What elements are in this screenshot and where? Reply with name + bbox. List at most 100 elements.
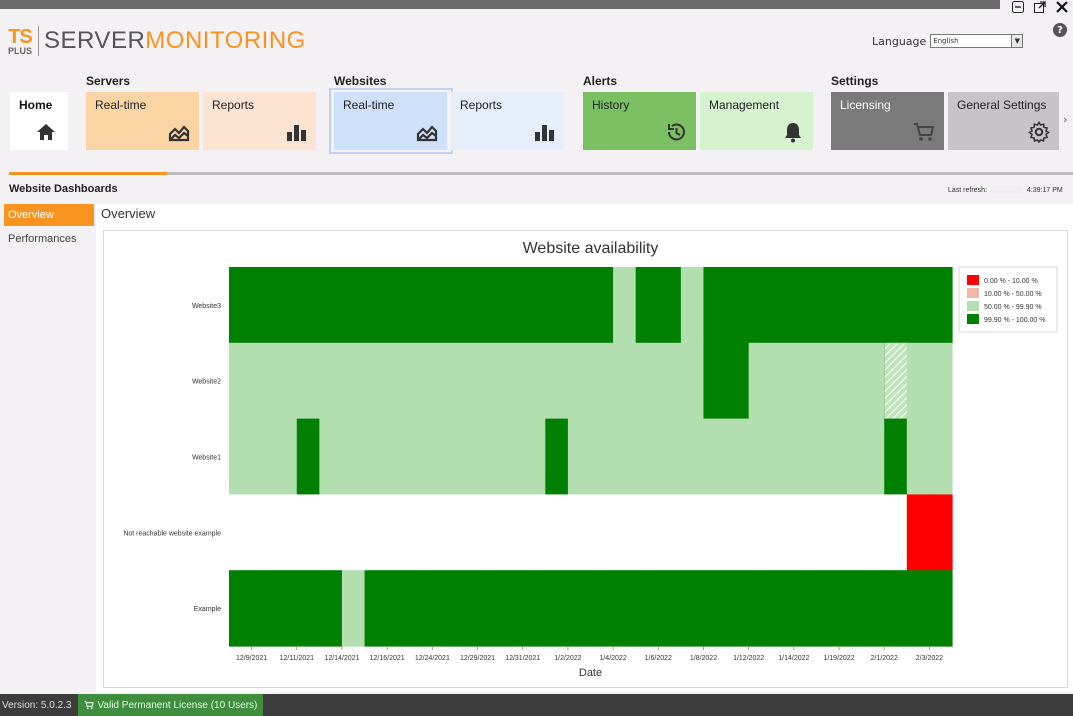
- heatmap-cell: [432, 342, 456, 420]
- heatmap-cell: [680, 570, 705, 647]
- heatmap-cell: [387, 494, 411, 571]
- heatmap-cell: [454, 342, 479, 420]
- heatmap-cell: [613, 494, 637, 571]
- heatmap-cell: [409, 494, 433, 571]
- heatmap-cell: [884, 418, 908, 495]
- tile-servers-reports[interactable]: Reports: [203, 92, 316, 150]
- heatmap-cell: [884, 570, 908, 647]
- heatmap-cell: [545, 418, 569, 495]
- heatmap-cell: [545, 494, 569, 571]
- sidebar-item-overview[interactable]: Overview: [4, 204, 94, 226]
- heatmap-cell: [477, 494, 501, 571]
- legend-swatch: [967, 275, 979, 285]
- heatmap-cell: [771, 494, 795, 571]
- heatmap-cell: [680, 267, 705, 344]
- heatmap-cell: [319, 570, 343, 647]
- heatmap-cell: [906, 267, 931, 344]
- legend-label: 50.00 % - 99.90 %: [984, 304, 1042, 311]
- heatmap-cell: [929, 267, 953, 344]
- heatmap-cell: [229, 570, 253, 647]
- close-icon[interactable]: [1055, 0, 1069, 14]
- sidebar-item-performances[interactable]: Performances: [8, 233, 77, 245]
- group-title-alerts: Alerts: [583, 74, 618, 88]
- tile-servers-realtime[interactable]: Real-time: [86, 92, 199, 150]
- heatmap-cell: [748, 494, 772, 571]
- heatmap-cell: [319, 418, 343, 495]
- tile-settings-licensing[interactable]: Licensing: [831, 92, 944, 150]
- chevron-right-icon[interactable]: ›: [1063, 113, 1068, 126]
- heatmap-cell: [251, 342, 275, 420]
- row-label: Not reachable website example: [123, 530, 221, 537]
- popout-icon[interactable]: [1033, 0, 1047, 14]
- tile-websites-realtime-label: Real-time: [343, 98, 395, 112]
- heatmap-cell: [658, 342, 682, 420]
- tile-settings-general[interactable]: General Settings: [948, 92, 1059, 150]
- heatmap-cell: [884, 267, 908, 344]
- heatmap-cell: [341, 494, 366, 571]
- tile-websites-reports-label: Reports: [460, 98, 503, 112]
- heatmap-cell: [432, 267, 456, 344]
- heatmap-cell: [296, 570, 320, 647]
- tile-settings-general-label: General Settings: [957, 98, 1047, 112]
- logo-separator: [38, 26, 40, 56]
- heatmap-cell: [567, 418, 592, 495]
- heatmap-cell: [816, 418, 840, 495]
- x-tick-label: 1/6/2022: [645, 655, 672, 662]
- x-tick-label: 12/31/2021: [505, 655, 540, 662]
- tile-alerts-management[interactable]: Management: [700, 92, 813, 150]
- heatmap-cell: [364, 342, 388, 420]
- chevron-down-icon: ▼: [1011, 35, 1023, 47]
- heatmap-cell: [432, 570, 456, 647]
- heatmap-cell: [522, 418, 546, 495]
- heatmap-cell: [839, 494, 863, 571]
- legend-swatch: [967, 314, 979, 324]
- heatmap-cell: [929, 418, 953, 495]
- tile-home[interactable]: Home: [10, 92, 68, 150]
- heatmap-cell: [884, 494, 908, 571]
- heatmap-cell: [387, 570, 411, 647]
- heatmap-cell: [590, 494, 614, 571]
- gear-icon: [1028, 121, 1050, 143]
- main-panel: Overview Website availability Website3 Web…: [96, 204, 1073, 692]
- heatmap-cell: [590, 418, 614, 495]
- heatmap-cell: [477, 267, 501, 344]
- heatmap-cell: [251, 494, 275, 571]
- x-tick-label: 1/4/2022: [599, 655, 626, 662]
- tile-websites-realtime[interactable]: Real-time: [334, 92, 447, 150]
- x-tick-label: 1/2/2022: [554, 655, 581, 662]
- heatmap-cell: [454, 418, 479, 495]
- row-label: Example: [194, 606, 221, 613]
- home-icon: [37, 124, 55, 140]
- heatmap-cell: [771, 570, 795, 647]
- heatmap-cell: [477, 570, 501, 647]
- heatmap-cell: [545, 570, 569, 647]
- heatmap-cell: [839, 418, 863, 495]
- heatmap-cell: [454, 267, 479, 344]
- x-tick-label: 12/9/2021: [236, 655, 267, 662]
- language-dropdown[interactable]: English ▼: [930, 34, 1024, 48]
- heatmap-cell: [319, 342, 343, 420]
- logo-monitoring-text: MONITORING: [145, 27, 306, 54]
- heatmap-cell: [319, 267, 343, 344]
- heatmap-cell: [409, 570, 433, 647]
- heatmap-cell: [522, 342, 546, 420]
- tile-alerts-history[interactable]: History: [583, 92, 696, 150]
- minimize-icon[interactable]: [1011, 0, 1025, 14]
- heatmap-cell: [274, 570, 298, 647]
- tile-websites-reports[interactable]: Reports: [451, 92, 564, 150]
- availability-heatmap: Website availability Website3 Website2 Webs…: [123, 240, 1058, 679]
- heatmap-cell: [567, 494, 592, 571]
- heatmap-cell: [364, 494, 388, 571]
- heatmap-cell: [613, 267, 637, 344]
- heatmap-cell: [296, 494, 320, 571]
- heatmap-cell: [816, 570, 840, 647]
- help-icon[interactable]: ?: [1053, 23, 1067, 37]
- heatmap-cell: [816, 267, 840, 344]
- heatmap-cell: [929, 342, 953, 420]
- heatmap-cell: [861, 418, 885, 495]
- heatmap-cell: [883, 342, 908, 420]
- heatmap-cell: [726, 267, 750, 344]
- heatmap-cell: [658, 267, 682, 344]
- heatmap-cell: [748, 418, 772, 495]
- language-selector: Language English ▼: [872, 34, 1024, 48]
